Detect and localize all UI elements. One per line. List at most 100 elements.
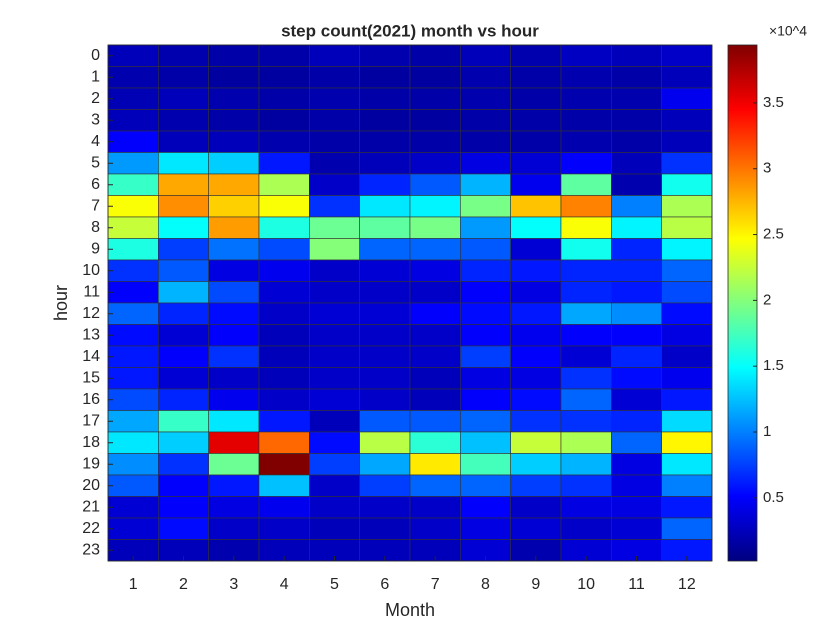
- heat-cell: [409, 345, 461, 368]
- heat-cell: [158, 44, 209, 67]
- heat-cell: [309, 195, 360, 218]
- heat-cell: [258, 66, 310, 89]
- heat-cell: [359, 109, 411, 132]
- heat-cell: [409, 324, 461, 347]
- heat-cell: [359, 87, 411, 110]
- heat-cell: [158, 367, 209, 390]
- heat-cell: [208, 44, 260, 67]
- heat-cell: [208, 66, 260, 89]
- heat-cell: [661, 496, 713, 519]
- heat-cell: [158, 66, 209, 89]
- heat-cell: [208, 431, 260, 454]
- heat-cell: [258, 431, 310, 454]
- heat-cell: [208, 281, 260, 304]
- heat-cell: [460, 474, 511, 497]
- y-tick-label: 13: [82, 326, 100, 343]
- heat-cell: [158, 259, 209, 282]
- heat-cell: [409, 216, 461, 239]
- heat-cell: [359, 367, 411, 390]
- colorbar-tick-label: 0.5: [763, 489, 784, 506]
- heat-cell: [409, 410, 461, 433]
- heat-cell: [560, 109, 612, 132]
- heat-cell: [611, 66, 662, 89]
- heat-cell: [208, 388, 260, 411]
- heat-cell: [359, 281, 411, 304]
- heat-cell: [359, 130, 411, 153]
- colorbar-tick-label: 3.5: [763, 94, 784, 111]
- heat-cell: [560, 367, 612, 390]
- heat-cell: [611, 216, 662, 239]
- heat-cell: [661, 216, 713, 239]
- heat-cell: [107, 109, 159, 132]
- heat-cell: [560, 216, 612, 239]
- heat-cell: [107, 345, 159, 368]
- heat-cell: [208, 367, 260, 390]
- heat-cell: [359, 259, 411, 282]
- heat-cell: [208, 173, 260, 196]
- y-tick-label: 4: [91, 133, 100, 150]
- heat-cell: [107, 152, 159, 175]
- heat-cell: [359, 216, 411, 239]
- heat-cell: [611, 195, 662, 218]
- heat-cell: [460, 496, 511, 519]
- heat-cell: [208, 87, 260, 110]
- heat-cell: [460, 66, 511, 89]
- heat-cell: [158, 109, 209, 132]
- heat-cell: [560, 517, 612, 540]
- heat-cell: [309, 130, 360, 153]
- heat-cell: [510, 517, 562, 540]
- heat-cell: [258, 410, 310, 433]
- heat-cell: [611, 388, 662, 411]
- x-tick-label: 2: [179, 576, 188, 593]
- heat-cell: [258, 259, 310, 282]
- heat-cell: [309, 44, 360, 67]
- heat-cell: [409, 367, 461, 390]
- heat-cell: [409, 517, 461, 540]
- heat-cell: [258, 87, 310, 110]
- heat-cell: [107, 66, 159, 89]
- x-tick-label: 7: [431, 576, 440, 593]
- heat-cell: [560, 474, 612, 497]
- heat-cell: [359, 238, 411, 261]
- heat-cell: [107, 367, 159, 390]
- heat-cell: [107, 302, 159, 325]
- heat-cell: [460, 345, 511, 368]
- heat-cell: [107, 173, 159, 196]
- heat-cell: [158, 474, 209, 497]
- heat-cell: [258, 324, 310, 347]
- heat-cell: [208, 345, 260, 368]
- heat-cell: [107, 130, 159, 153]
- heat-cell: [208, 130, 260, 153]
- heat-cell: [460, 152, 511, 175]
- y-tick-label: 23: [82, 541, 100, 558]
- colorbar-tick-label: 1.5: [763, 357, 784, 374]
- heat-cell: [309, 410, 360, 433]
- heat-cell: [258, 238, 310, 261]
- heat-cell: [661, 324, 713, 347]
- heat-cell: [611, 324, 662, 347]
- heat-cell: [611, 173, 662, 196]
- heat-cell: [409, 453, 461, 476]
- heat-cell: [611, 238, 662, 261]
- heat-cell: [510, 496, 562, 519]
- heat-cell: [661, 259, 713, 282]
- heat-cell: [560, 238, 612, 261]
- heat-cell: [107, 216, 159, 239]
- heat-cell: [510, 345, 562, 368]
- heat-cell: [158, 130, 209, 153]
- heat-cell: [409, 238, 461, 261]
- heat-cell: [560, 66, 612, 89]
- y-tick-label: 22: [82, 520, 100, 537]
- heat-cell: [560, 281, 612, 304]
- heat-cell: [208, 474, 260, 497]
- heat-cell: [611, 281, 662, 304]
- heat-cell: [460, 216, 511, 239]
- x-tick-label: 10: [577, 576, 595, 593]
- heat-cell: [510, 195, 562, 218]
- heat-cell: [460, 367, 511, 390]
- heat-cell: [409, 281, 461, 304]
- heat-cell: [158, 173, 209, 196]
- y-tick-label: 19: [82, 455, 100, 472]
- heat-cell: [661, 302, 713, 325]
- heat-cell: [107, 453, 159, 476]
